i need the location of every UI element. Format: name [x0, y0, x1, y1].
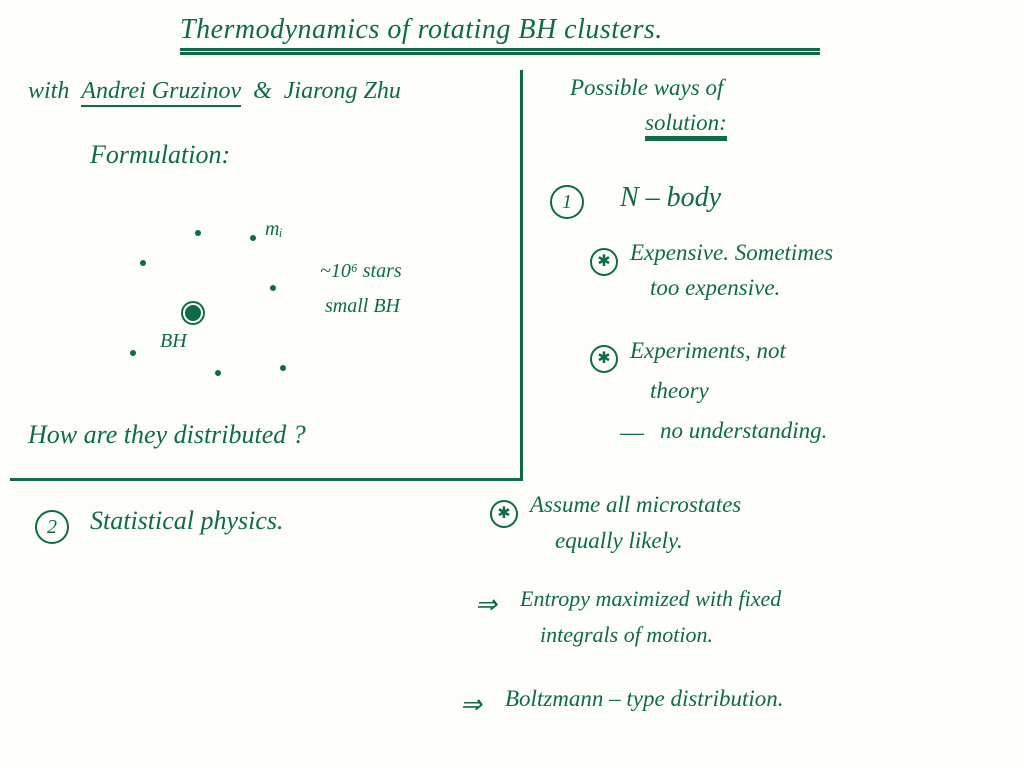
authors-line: with Andrei Gruzinov & Jiarong Zhu	[28, 78, 401, 105]
double-arrow-icon: ⇒	[460, 690, 482, 720]
handwritten-notes-page: Thermodynamics of rotating BH clusters. …	[0, 0, 1024, 768]
note-small-bh: small BH	[325, 295, 400, 318]
double-arrow-icon: ⇒	[475, 590, 497, 620]
star-dot	[195, 230, 201, 236]
star-dot	[270, 285, 276, 291]
solutions-heading-l2: solution:	[645, 110, 727, 136]
bullet-star-icon: ✱	[590, 345, 618, 373]
bottom-arrow2: Boltzmann – type distribution.	[505, 686, 784, 712]
title-underline-2	[180, 52, 820, 55]
item-2-number: 2	[35, 510, 69, 544]
star-dot	[250, 235, 256, 241]
question-text: How are they distributed ?	[28, 420, 306, 450]
bullet-star-icon: ✱	[490, 500, 518, 528]
bh-center-label: BH	[160, 330, 187, 353]
authors-prefix: with	[28, 78, 69, 104]
item1-dash-note: no understanding.	[660, 418, 827, 444]
bottom-bullet-l1: Assume all microstates	[530, 492, 741, 518]
cluster-diagram: BH mᵢ ~10⁶ stars small BH	[100, 200, 480, 400]
vertical-divider	[520, 70, 523, 480]
bullet-star-icon: ✱	[590, 248, 618, 276]
authors-amp: &	[253, 78, 272, 104]
item-1-number: 1	[550, 185, 584, 219]
note-stars-count: ~10⁶ stars	[320, 260, 402, 283]
bottom-arrow1-l1: Entropy maximized with fixed	[520, 586, 781, 612]
item-2-label: Statistical physics.	[90, 506, 284, 536]
bottom-bullet-l2: equally likely.	[555, 528, 683, 554]
item1-bullet-b-l2: theory	[650, 378, 709, 404]
formulation-heading: Formulation:	[90, 140, 230, 170]
point-mass-label: mᵢ	[265, 218, 283, 241]
item1-bullet-a-l1: Expensive. Sometimes	[630, 240, 833, 266]
dash-icon: —	[620, 420, 644, 447]
item1-bullet-a-l2: too expensive.	[650, 275, 780, 301]
author-1: Andrei Gruzinov	[81, 78, 241, 107]
horizontal-divider	[10, 478, 523, 481]
star-dot	[215, 370, 221, 376]
bh-center-dot	[185, 305, 201, 321]
author-2: Jiarong Zhu	[284, 78, 401, 104]
bottom-arrow1-l2: integrals of motion.	[540, 622, 713, 648]
star-dot	[280, 365, 286, 371]
page-title: Thermodynamics of rotating BH clusters.	[180, 14, 663, 46]
star-dot	[140, 260, 146, 266]
title-underline-1	[180, 48, 820, 51]
item1-bullet-b-l1: Experiments, not	[630, 338, 786, 364]
star-dot	[130, 350, 136, 356]
solutions-heading-l1: Possible ways of	[570, 75, 723, 101]
item-1-label: N – body	[620, 182, 721, 214]
